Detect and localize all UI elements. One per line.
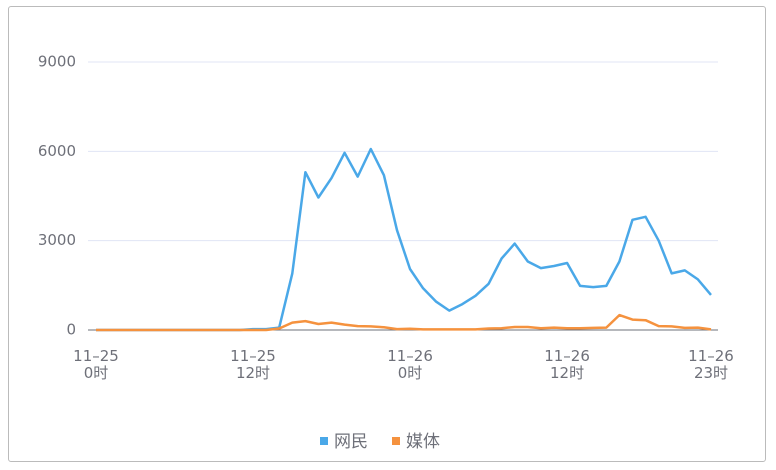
legend-swatch [392, 437, 400, 445]
x-tick-label: 11–26 12时 [544, 347, 590, 382]
y-tick-label: 9000 [38, 53, 76, 71]
y-tick-label: 0 [66, 321, 76, 339]
y-tick-label: 6000 [38, 142, 76, 160]
x-tick-label: 11–25 12时 [230, 347, 276, 382]
x-tick-label: 11–25 0时 [73, 347, 119, 382]
legend-label: 网民 [334, 432, 368, 452]
frame [8, 6, 766, 462]
series-line [96, 313, 712, 332]
x-tick-label: 11–26 23时 [688, 347, 734, 382]
y-tick-label: 3000 [38, 231, 76, 249]
x-tick-label: 11–26 0时 [387, 347, 433, 382]
legend-label: 媒体 [406, 432, 440, 452]
series-line [96, 147, 712, 332]
legend-swatch [320, 437, 328, 445]
